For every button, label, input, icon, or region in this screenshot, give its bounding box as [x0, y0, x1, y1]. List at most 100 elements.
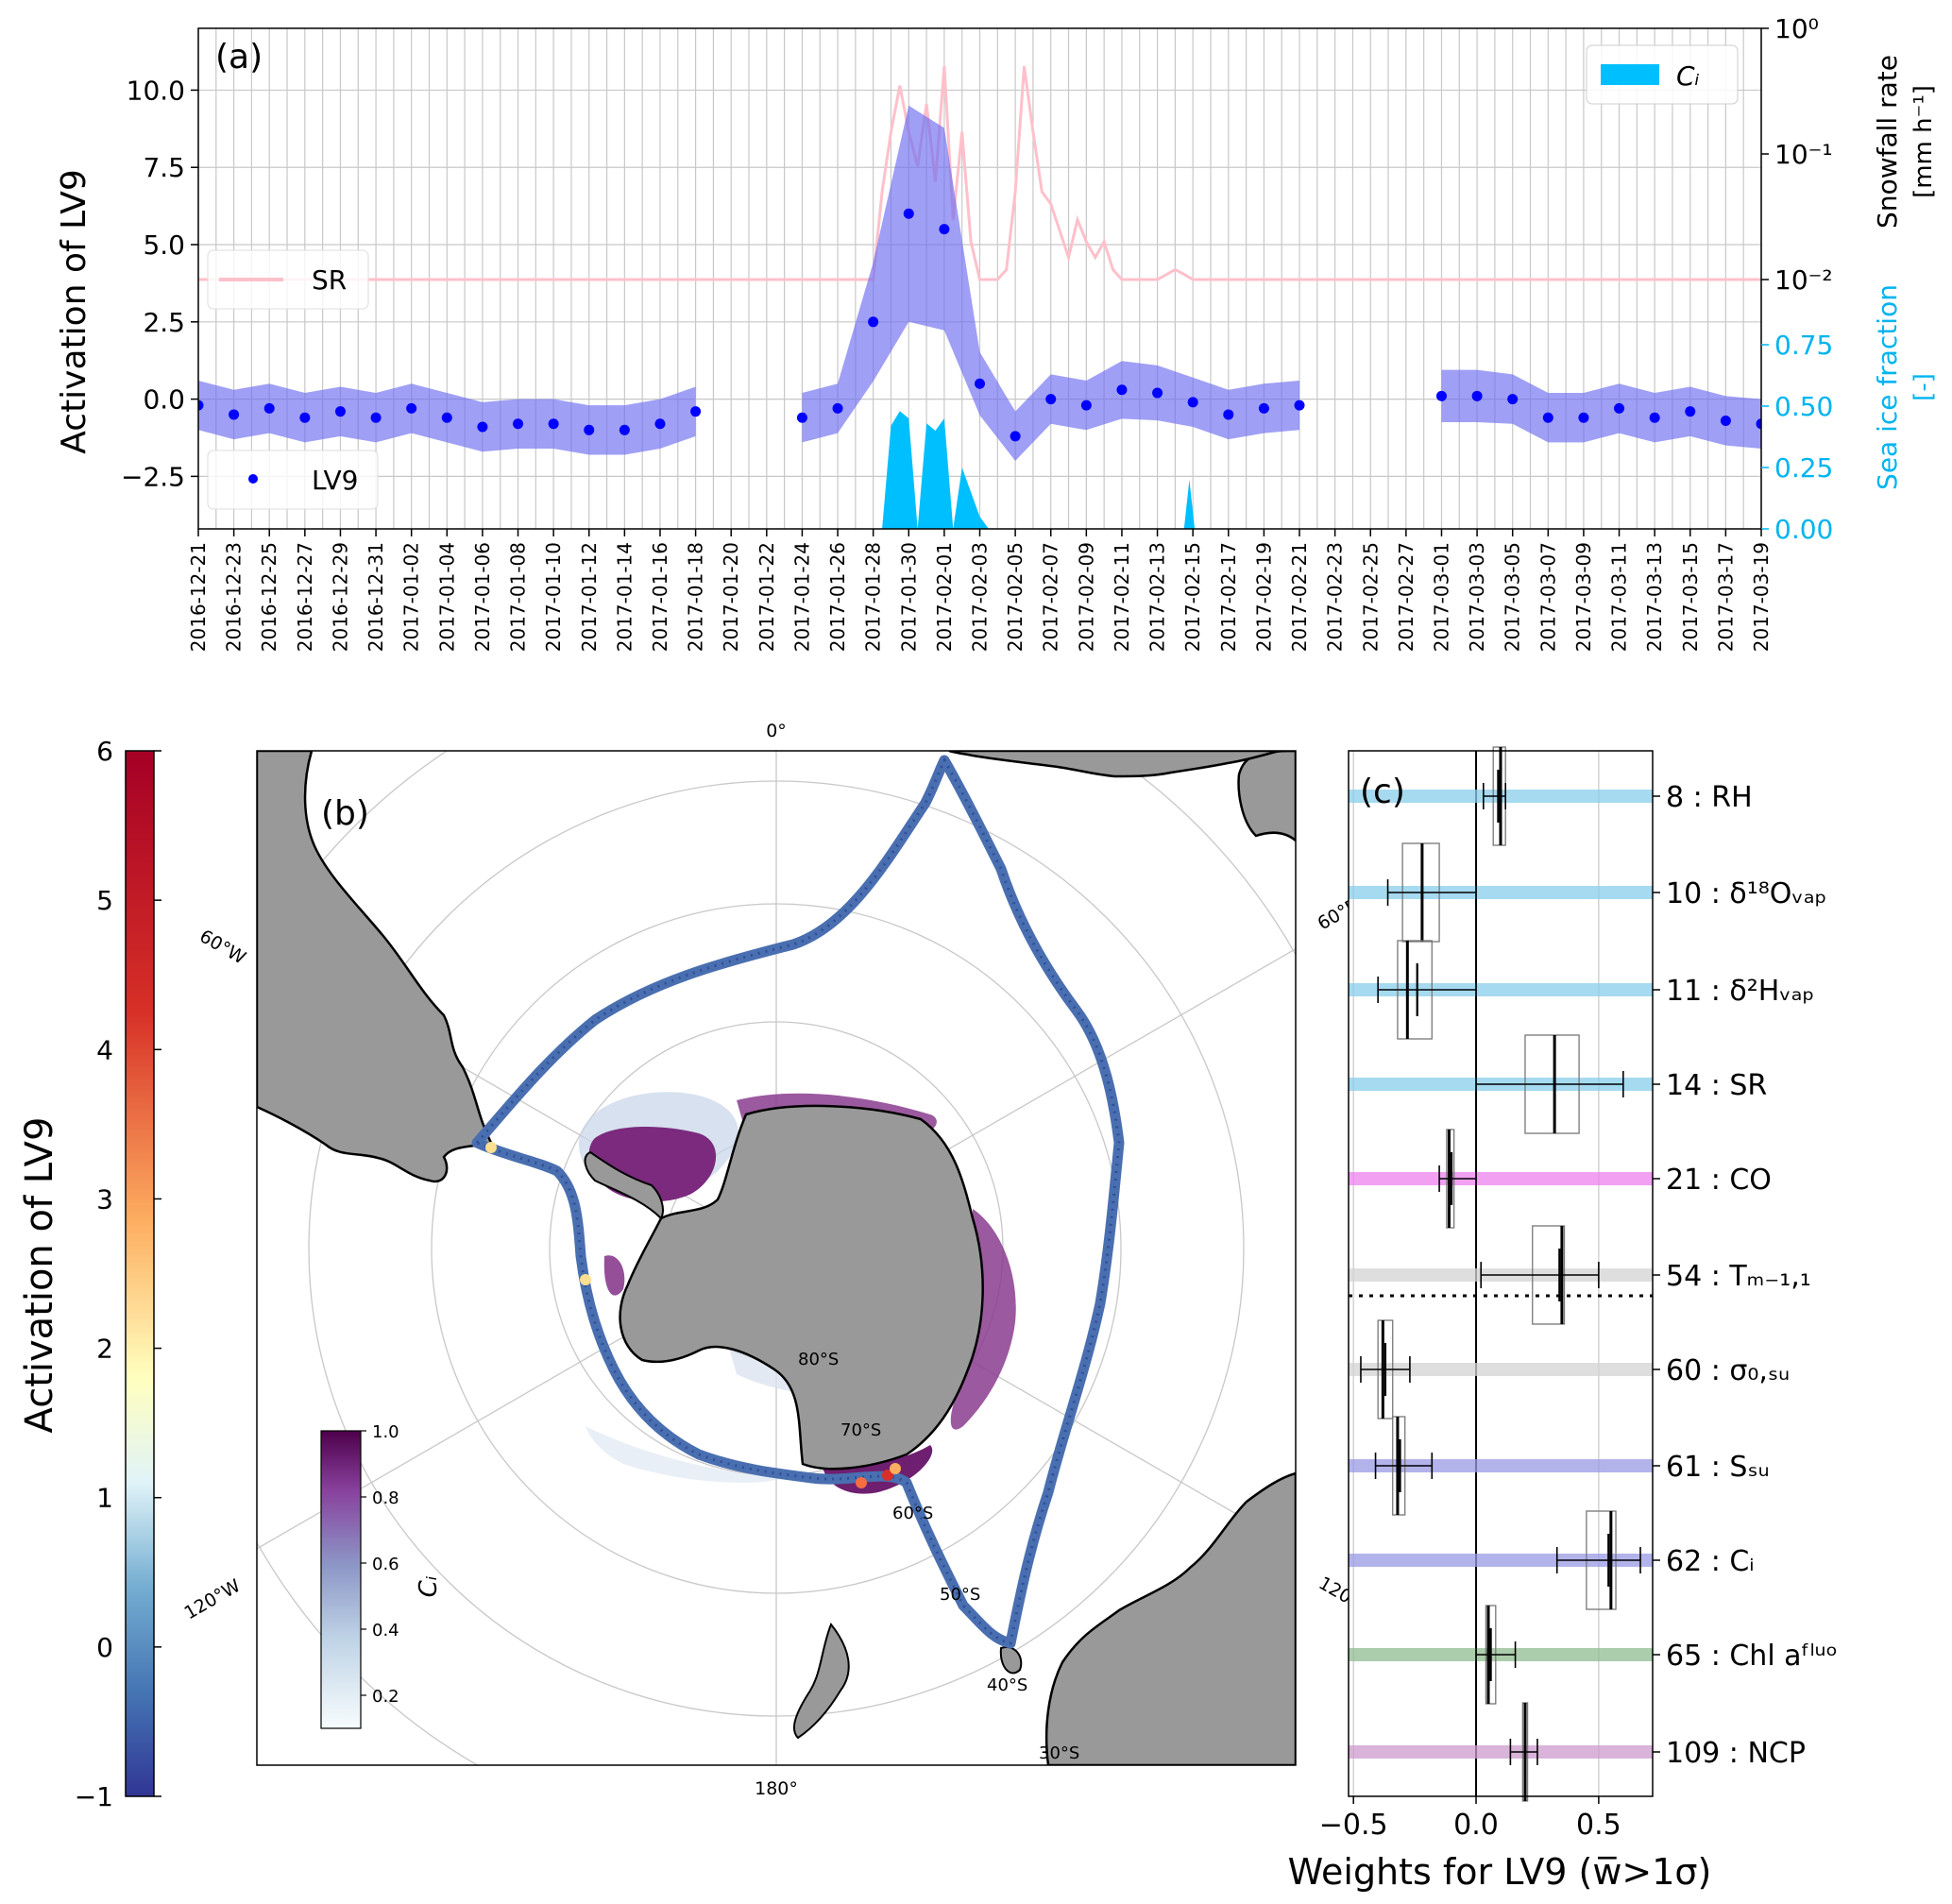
panel-c-tick-label: 0.0: [1453, 1809, 1499, 1842]
ci-colorbar: 0.2 0.4 0.6 0.8 1.0 Cᵢ: [320, 1422, 443, 1729]
date-tick-label: 2017-02-03: [969, 542, 992, 652]
date-tick-label: 2017-01-28: [862, 542, 885, 652]
lv9-point: [548, 418, 559, 430]
date-tick-label: 2017-03-09: [1572, 542, 1595, 652]
legend-ci: Cᵢ: [1586, 44, 1739, 105]
left-tick-label: 10.0: [127, 75, 185, 106]
variable-labels: 8 : RH 10 : δ¹⁸Oᵥₐₚ 11 : δ²Hᵥₐₚ 14 : SR 21 :…: [1653, 781, 1838, 1770]
legend-ci-label: Cᵢ: [1676, 60, 1700, 92]
date-tick-label: 2016-12-25: [258, 542, 280, 652]
variable-band: [1349, 1363, 1653, 1376]
variable-label: 62 : Cᵢ: [1666, 1545, 1755, 1578]
date-tick-label: 2016-12-29: [329, 542, 351, 652]
panel-a: −2.5 0.0 2.5 5.0 7.5 10.0 10⁻² 10⁻¹ 10⁰ 0.00 0.25…: [55, 13, 1938, 652]
lv9-point: [1578, 412, 1589, 423]
lv9-point: [1152, 387, 1163, 399]
lv9-point: [619, 424, 630, 435]
hotspot: [485, 1142, 497, 1153]
lv9-point: [299, 412, 311, 423]
panel-b-map: (b) 0° 60°E 120°E 180° 120°W 60°W 80°S 7…: [181, 721, 1373, 1799]
lv9-point: [406, 402, 417, 414]
lv9-point: [441, 412, 452, 423]
lon-label-120w: 120°W: [181, 1575, 245, 1624]
hotspot: [580, 1274, 591, 1285]
ci-colorbar-tick-label: 1.0: [372, 1422, 399, 1442]
date-tick-label: 2017-02-05: [1004, 542, 1027, 652]
lv9-point: [1756, 418, 1761, 430]
lv9-point: [1507, 394, 1519, 405]
panel-a-label: (a): [215, 38, 263, 76]
lat-label-30s: 30°S: [1039, 1743, 1079, 1763]
date-tick-label: 2017-01-02: [400, 542, 423, 652]
ci-colorbar-gradient: [320, 1430, 362, 1729]
lv9-point: [263, 402, 275, 414]
lv9-point: [1435, 390, 1447, 401]
date-tick-label: 2017-02-13: [1146, 542, 1169, 652]
date-tick-label: 2017-03-11: [1608, 542, 1631, 652]
ci-area-fill: [882, 411, 1196, 529]
panel-b-label: (b): [321, 794, 369, 833]
variable-label: 65 : Chl aᶠˡᵘᵒ: [1666, 1640, 1838, 1673]
activation-colorbar: −1 0 1 2 3 4 5 6 Activation of LV9: [18, 736, 161, 1812]
date-tick-label: 2017-01-16: [649, 542, 671, 652]
snow-tick-label: 10⁰: [1774, 13, 1819, 44]
weight-boxes: [1360, 746, 1641, 1802]
colorbar-label: Activation of LV9: [18, 1117, 61, 1434]
lv9-point: [939, 224, 950, 235]
date-tick-label: 2017-01-14: [613, 542, 636, 652]
lv9-point: [1720, 415, 1731, 426]
variable-band: [1349, 886, 1653, 899]
variable-label: 109 : NCP: [1666, 1737, 1806, 1770]
colorbar-tick-label: 2: [96, 1334, 113, 1365]
date-tick-label: 2017-03-13: [1643, 542, 1666, 652]
lv9-band-segment: [1441, 369, 1761, 449]
date-tick-label: 2016-12-31: [365, 542, 387, 652]
date-tick-label: 2017-02-19: [1252, 542, 1275, 652]
hotspot: [882, 1470, 893, 1481]
ice-axis-label: Sea ice fraction: [1872, 284, 1903, 490]
lv9-point: [1258, 402, 1269, 414]
lv9-point: [513, 418, 524, 430]
variable-label: 60 : σ₀,ₛᵤ: [1666, 1354, 1790, 1387]
colorbar-tick-label: 4: [96, 1034, 113, 1065]
lv9-point: [1649, 412, 1660, 423]
date-tick-label: 2017-01-08: [507, 542, 530, 652]
date-tick-label: 2017-02-11: [1111, 542, 1133, 652]
ci-colorbar-tick-label: 0.6: [372, 1555, 399, 1574]
lv9-point: [1685, 406, 1696, 417]
date-tick-label: 2017-03-07: [1536, 542, 1559, 652]
new-zealand-landmass: [792, 1623, 850, 1740]
variable-label: 8 : RH: [1666, 781, 1753, 814]
legend-sr: SR: [207, 249, 369, 310]
lat-label-80s: 80°S: [798, 1350, 839, 1369]
hotspot: [890, 1463, 901, 1474]
variable-band: [1349, 1745, 1653, 1759]
panel-c-x-ticks: −0.5 0.0 0.5: [1319, 1796, 1621, 1842]
lv9-point: [1223, 409, 1234, 420]
panel-c: −0.5 0.0 0.5 8 : RH 10 : δ¹⁸Oᵥₐₚ 11 : δ²Hᵥₐₚ…: [1288, 746, 1838, 1893]
ci-area: [882, 411, 1196, 529]
date-tick-label: 2017-02-15: [1181, 542, 1204, 652]
lon-label-0: 0°: [766, 721, 787, 741]
variable-label: 61 : Sₛᵤ: [1666, 1451, 1770, 1484]
variable-band: [1349, 1172, 1653, 1185]
ci-colorbar-label: Cᵢ: [415, 1575, 443, 1597]
left-tick-label: 5.0: [143, 230, 185, 261]
lv9-point: [1010, 431, 1021, 442]
left-tick-label: 2.5: [143, 307, 185, 338]
colorbar-tick-label: 0: [96, 1632, 113, 1663]
ice-tick-label: 0.50: [1774, 391, 1833, 422]
tasmania-landmass: [999, 1646, 1023, 1674]
antarctic-peninsula: [584, 1150, 664, 1220]
colorbar-tick-label: 6: [96, 736, 113, 767]
date-tick-label: 2017-02-17: [1217, 542, 1240, 652]
lv9-point: [229, 409, 240, 420]
lv9-point: [832, 402, 843, 414]
colorbar-tick-label: 5: [96, 885, 113, 916]
south-america-landmass: [257, 751, 493, 1183]
africa-landmass: [948, 751, 1281, 778]
lv9-point: [796, 412, 807, 423]
legend-lv9-label: LV9: [312, 465, 359, 496]
date-tick-label: 2017-03-01: [1430, 542, 1452, 652]
